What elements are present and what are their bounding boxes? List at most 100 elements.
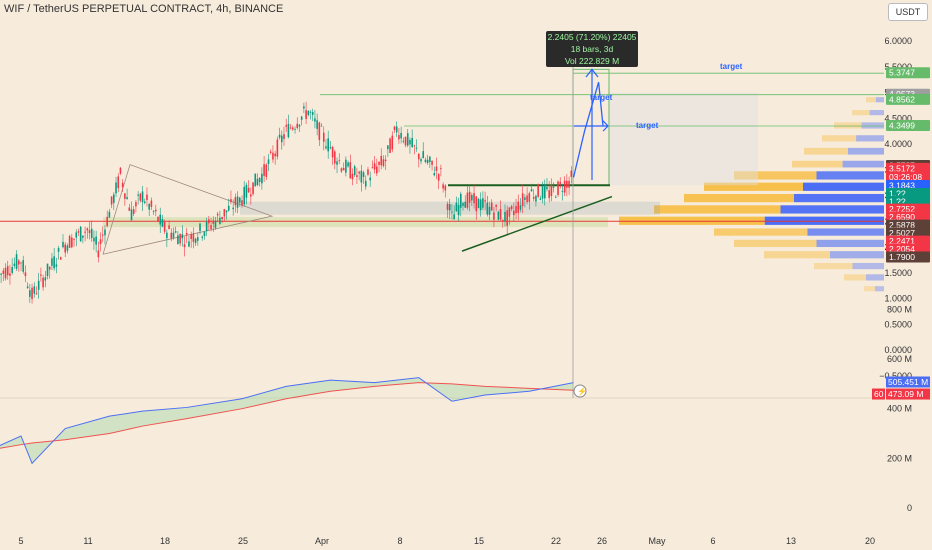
candle-body bbox=[141, 191, 144, 203]
candle-body bbox=[110, 196, 113, 205]
candle-body bbox=[17, 260, 20, 265]
candle-body bbox=[508, 207, 511, 217]
volume-profile-bar-cool bbox=[816, 171, 884, 180]
candle-body bbox=[413, 145, 416, 147]
price-tag-label: 2.6590 bbox=[889, 212, 915, 222]
candle-body bbox=[252, 182, 254, 195]
price-tag bbox=[886, 93, 930, 105]
candle-body bbox=[446, 203, 449, 210]
candle-body bbox=[269, 151, 272, 153]
candle-body bbox=[283, 134, 285, 139]
indicator-axis-tick: 600 M bbox=[887, 354, 912, 364]
price-tag bbox=[886, 162, 930, 174]
candle-body bbox=[256, 178, 259, 185]
candle-body bbox=[230, 199, 232, 203]
candle-body bbox=[95, 236, 97, 245]
candle-body bbox=[84, 231, 86, 233]
candle-body bbox=[225, 210, 228, 213]
candle-body bbox=[53, 256, 55, 269]
candle-body bbox=[468, 191, 471, 203]
candle-body bbox=[194, 238, 197, 243]
candle-body bbox=[157, 216, 159, 222]
candle-body bbox=[402, 140, 405, 142]
candle-body bbox=[276, 139, 279, 157]
volume-profile-bar-cool bbox=[780, 205, 884, 214]
volume-profile-bar-warm bbox=[792, 160, 843, 168]
candle-body bbox=[99, 239, 102, 245]
volume-profile-bar-warm bbox=[734, 239, 817, 248]
candle-body bbox=[455, 202, 458, 212]
price-tag-label: 2.5027 bbox=[889, 228, 915, 238]
candle-body bbox=[568, 180, 570, 188]
price-axis-tick: 4.5000 bbox=[884, 113, 912, 123]
price-tag bbox=[886, 119, 930, 131]
candle-body bbox=[435, 166, 438, 171]
volume-profile-bar-cool bbox=[807, 228, 884, 236]
candle-body bbox=[420, 159, 422, 162]
candle-body bbox=[415, 147, 418, 149]
candle-body bbox=[128, 207, 131, 211]
candle-body bbox=[431, 160, 433, 165]
candle-body bbox=[524, 197, 526, 200]
candle-body bbox=[13, 263, 16, 266]
candle-body bbox=[563, 180, 566, 193]
candle-body bbox=[513, 210, 515, 216]
candle-body bbox=[48, 266, 51, 270]
candle-body bbox=[517, 201, 520, 213]
candle-body bbox=[121, 182, 124, 188]
candle-body bbox=[4, 267, 7, 279]
candle-body bbox=[37, 280, 40, 290]
candle-body bbox=[462, 203, 464, 206]
candle-body bbox=[519, 205, 522, 210]
candle-body bbox=[369, 177, 371, 181]
candle-body bbox=[391, 135, 394, 150]
volume-profile-bar-warm bbox=[704, 182, 803, 191]
candle-body bbox=[559, 181, 562, 184]
candle-body bbox=[181, 234, 184, 239]
candle-body bbox=[97, 250, 100, 258]
candle-body bbox=[93, 237, 95, 242]
candle-body bbox=[20, 262, 22, 264]
support-zone bbox=[103, 217, 608, 228]
candle-body bbox=[479, 199, 482, 211]
candle-body bbox=[79, 226, 82, 242]
time-axis-tick: 15 bbox=[474, 536, 484, 546]
candle-body bbox=[349, 162, 352, 179]
volume-profile-bar-warm bbox=[684, 193, 794, 203]
candle-body bbox=[119, 167, 122, 174]
candle-body bbox=[318, 122, 321, 141]
candle-body bbox=[234, 197, 237, 206]
candle-body bbox=[393, 126, 396, 131]
measure-box bbox=[572, 68, 610, 186]
candle-body bbox=[342, 167, 345, 171]
volume-profile-bar-warm bbox=[844, 274, 866, 281]
candle-body bbox=[71, 237, 73, 248]
candle-body bbox=[82, 235, 84, 238]
time-axis-tick: 8 bbox=[397, 536, 402, 546]
candle-body bbox=[395, 126, 398, 133]
price-axis-tick: 0.5000 bbox=[884, 319, 912, 329]
candle-body bbox=[380, 155, 383, 166]
volume-profile-bar-cool bbox=[842, 160, 884, 168]
candle-body bbox=[183, 244, 186, 248]
candle-body bbox=[15, 254, 18, 269]
indicator-ma-line bbox=[0, 382, 574, 449]
candle-body bbox=[75, 232, 78, 238]
candle-body bbox=[223, 209, 226, 217]
candle-body bbox=[166, 232, 168, 239]
candle-body bbox=[163, 221, 166, 232]
currency-badge[interactable]: USDT bbox=[888, 3, 928, 21]
volume-profile-bar-cool bbox=[861, 122, 884, 129]
candle-body bbox=[532, 197, 535, 199]
candle-body bbox=[280, 135, 283, 143]
candle-body bbox=[130, 209, 133, 221]
candle-body bbox=[303, 106, 305, 109]
candle-body bbox=[325, 146, 327, 149]
time-axis-tick: 5 bbox=[18, 536, 23, 546]
candle-body bbox=[203, 232, 206, 236]
candle-body bbox=[51, 258, 53, 266]
time-axis-tick: May bbox=[648, 536, 666, 546]
candle-body bbox=[457, 204, 460, 216]
volume-profile-bar-cool bbox=[875, 97, 884, 103]
